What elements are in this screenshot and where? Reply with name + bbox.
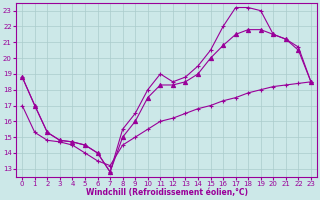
X-axis label: Windchill (Refroidissement éolien,°C): Windchill (Refroidissement éolien,°C) [85, 188, 248, 197]
